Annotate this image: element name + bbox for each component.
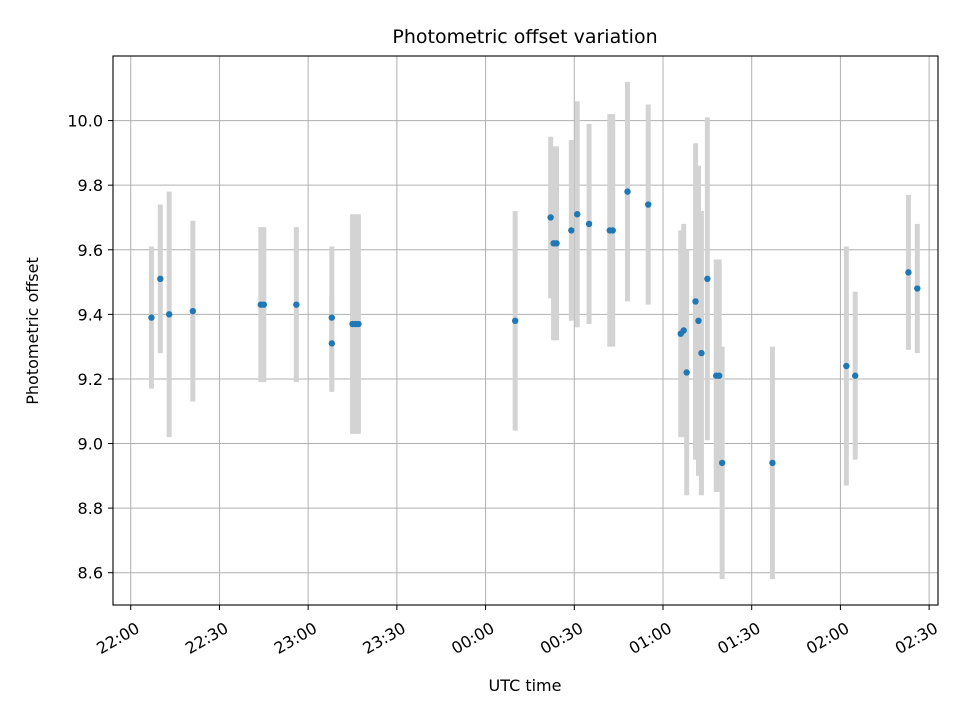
data-point: [692, 298, 699, 305]
plot-frame: [112, 55, 939, 606]
y-axis-title: Photometric offset: [23, 257, 42, 405]
y-tick-label: 9.8: [78, 176, 103, 195]
y-tick-label: 8.8: [78, 499, 103, 518]
data-point: [704, 275, 711, 283]
y-axis: 8.6 8.8 9.0 9.2 9.4 9.6 9.8 10.0: [67, 112, 113, 583]
data-point: [293, 301, 300, 308]
data-point: [609, 227, 616, 234]
data-points: [148, 188, 921, 467]
y-tick-label: 9.0: [78, 435, 103, 454]
data-point: [718, 459, 726, 467]
grid: [113, 56, 938, 605]
data-point: [568, 227, 575, 234]
y-tick-label: 9.4: [78, 305, 103, 324]
data-point: [683, 369, 690, 376]
y-tick-label: 9.2: [78, 370, 103, 389]
data-point: [715, 372, 723, 379]
data-point: [165, 311, 173, 318]
data-point: [148, 314, 155, 321]
data-point: [328, 314, 336, 321]
y-tick-label: 9.6: [78, 241, 103, 260]
data-point: [843, 362, 850, 370]
data-point: [355, 320, 362, 328]
x-axis-title: UTC time: [489, 676, 562, 695]
y-tick-label: 10.0: [67, 112, 103, 131]
data-point: [698, 349, 705, 357]
data-point: [547, 214, 554, 221]
data-point: [574, 211, 581, 218]
data-point: [624, 188, 631, 195]
data-point: [553, 240, 560, 247]
y-tick-label: 8.6: [78, 564, 103, 583]
data-point: [511, 317, 519, 325]
data-point: [852, 372, 859, 379]
data-point: [585, 220, 593, 228]
data-point: [680, 327, 687, 334]
data-point: [695, 317, 702, 325]
data-point: [914, 285, 921, 292]
data-point: [189, 307, 197, 315]
data-point: [328, 340, 336, 347]
data-point: [645, 201, 652, 208]
data-point: [157, 275, 164, 283]
chart-title: Photometric offset variation: [392, 26, 657, 48]
data-point: [905, 269, 912, 276]
data-point: [769, 459, 776, 467]
data-point: [260, 301, 268, 308]
